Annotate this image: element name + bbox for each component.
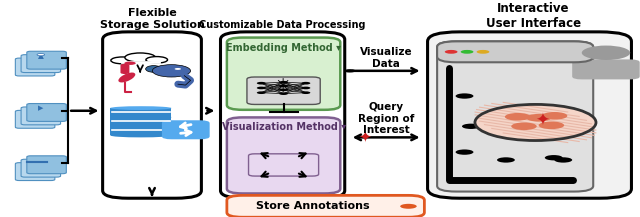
Text: Visualize
Data: Visualize Data (360, 47, 412, 69)
Bar (110, 126, 172, 135)
Circle shape (445, 50, 458, 54)
Circle shape (542, 112, 567, 120)
Circle shape (554, 157, 572, 163)
Circle shape (111, 57, 134, 64)
Ellipse shape (110, 115, 172, 119)
Text: Customizable Data Processing: Customizable Data Processing (200, 20, 366, 30)
Circle shape (257, 91, 266, 94)
Circle shape (124, 62, 136, 65)
FancyBboxPatch shape (247, 77, 320, 104)
Text: Interactive
User Interface: Interactive User Interface (486, 2, 581, 30)
FancyBboxPatch shape (27, 156, 67, 174)
Text: Flexible
Storage Solution: Flexible Storage Solution (100, 8, 204, 30)
FancyBboxPatch shape (15, 110, 55, 128)
Text: ✳: ✳ (275, 77, 292, 97)
Circle shape (456, 150, 474, 155)
Ellipse shape (146, 66, 161, 72)
Circle shape (301, 87, 310, 89)
Text: ▶: ▶ (38, 105, 44, 111)
FancyBboxPatch shape (15, 58, 55, 76)
Circle shape (511, 122, 537, 130)
Circle shape (477, 50, 490, 54)
Circle shape (539, 122, 564, 129)
Text: ▲: ▲ (38, 51, 44, 60)
Ellipse shape (110, 106, 172, 110)
FancyBboxPatch shape (221, 32, 345, 198)
FancyBboxPatch shape (21, 107, 61, 125)
Circle shape (461, 50, 474, 54)
Circle shape (400, 204, 417, 209)
FancyBboxPatch shape (27, 104, 67, 121)
FancyBboxPatch shape (437, 41, 593, 192)
FancyBboxPatch shape (572, 59, 640, 79)
Circle shape (475, 104, 596, 141)
Text: Visualization Method ▾: Visualization Method ▾ (221, 122, 346, 132)
FancyBboxPatch shape (120, 64, 129, 74)
FancyBboxPatch shape (227, 195, 424, 217)
Circle shape (257, 82, 266, 85)
Circle shape (279, 92, 288, 95)
Text: Query
Region of
Interest: Query Region of Interest (358, 102, 414, 135)
FancyBboxPatch shape (21, 55, 61, 72)
FancyBboxPatch shape (428, 32, 632, 198)
Bar (110, 117, 172, 126)
Circle shape (526, 114, 552, 122)
Ellipse shape (118, 72, 135, 82)
Ellipse shape (110, 134, 172, 137)
Circle shape (146, 57, 168, 63)
Ellipse shape (152, 65, 191, 77)
Circle shape (456, 93, 474, 99)
Circle shape (37, 54, 45, 56)
Circle shape (344, 69, 356, 72)
FancyBboxPatch shape (27, 51, 67, 69)
FancyBboxPatch shape (227, 38, 340, 110)
Ellipse shape (110, 124, 172, 128)
Circle shape (462, 124, 480, 129)
Circle shape (582, 46, 630, 60)
Circle shape (497, 157, 515, 163)
Circle shape (279, 89, 288, 91)
Text: Store Annotations: Store Annotations (256, 201, 370, 211)
Bar (110, 108, 172, 117)
Circle shape (301, 82, 310, 85)
Text: Embedding Method ▾: Embedding Method ▾ (226, 43, 341, 53)
FancyBboxPatch shape (248, 154, 319, 176)
FancyBboxPatch shape (162, 120, 210, 139)
Circle shape (505, 113, 531, 121)
FancyBboxPatch shape (437, 41, 593, 62)
Text: ✦: ✦ (359, 130, 371, 145)
Circle shape (279, 85, 288, 87)
Circle shape (301, 91, 310, 94)
FancyBboxPatch shape (102, 32, 202, 198)
Text: ✦: ✦ (535, 112, 548, 130)
FancyBboxPatch shape (21, 159, 61, 177)
Circle shape (175, 68, 181, 70)
Circle shape (279, 81, 288, 84)
FancyBboxPatch shape (15, 163, 55, 181)
Circle shape (257, 87, 266, 89)
Circle shape (545, 155, 563, 160)
Circle shape (125, 53, 156, 62)
FancyBboxPatch shape (227, 117, 340, 194)
